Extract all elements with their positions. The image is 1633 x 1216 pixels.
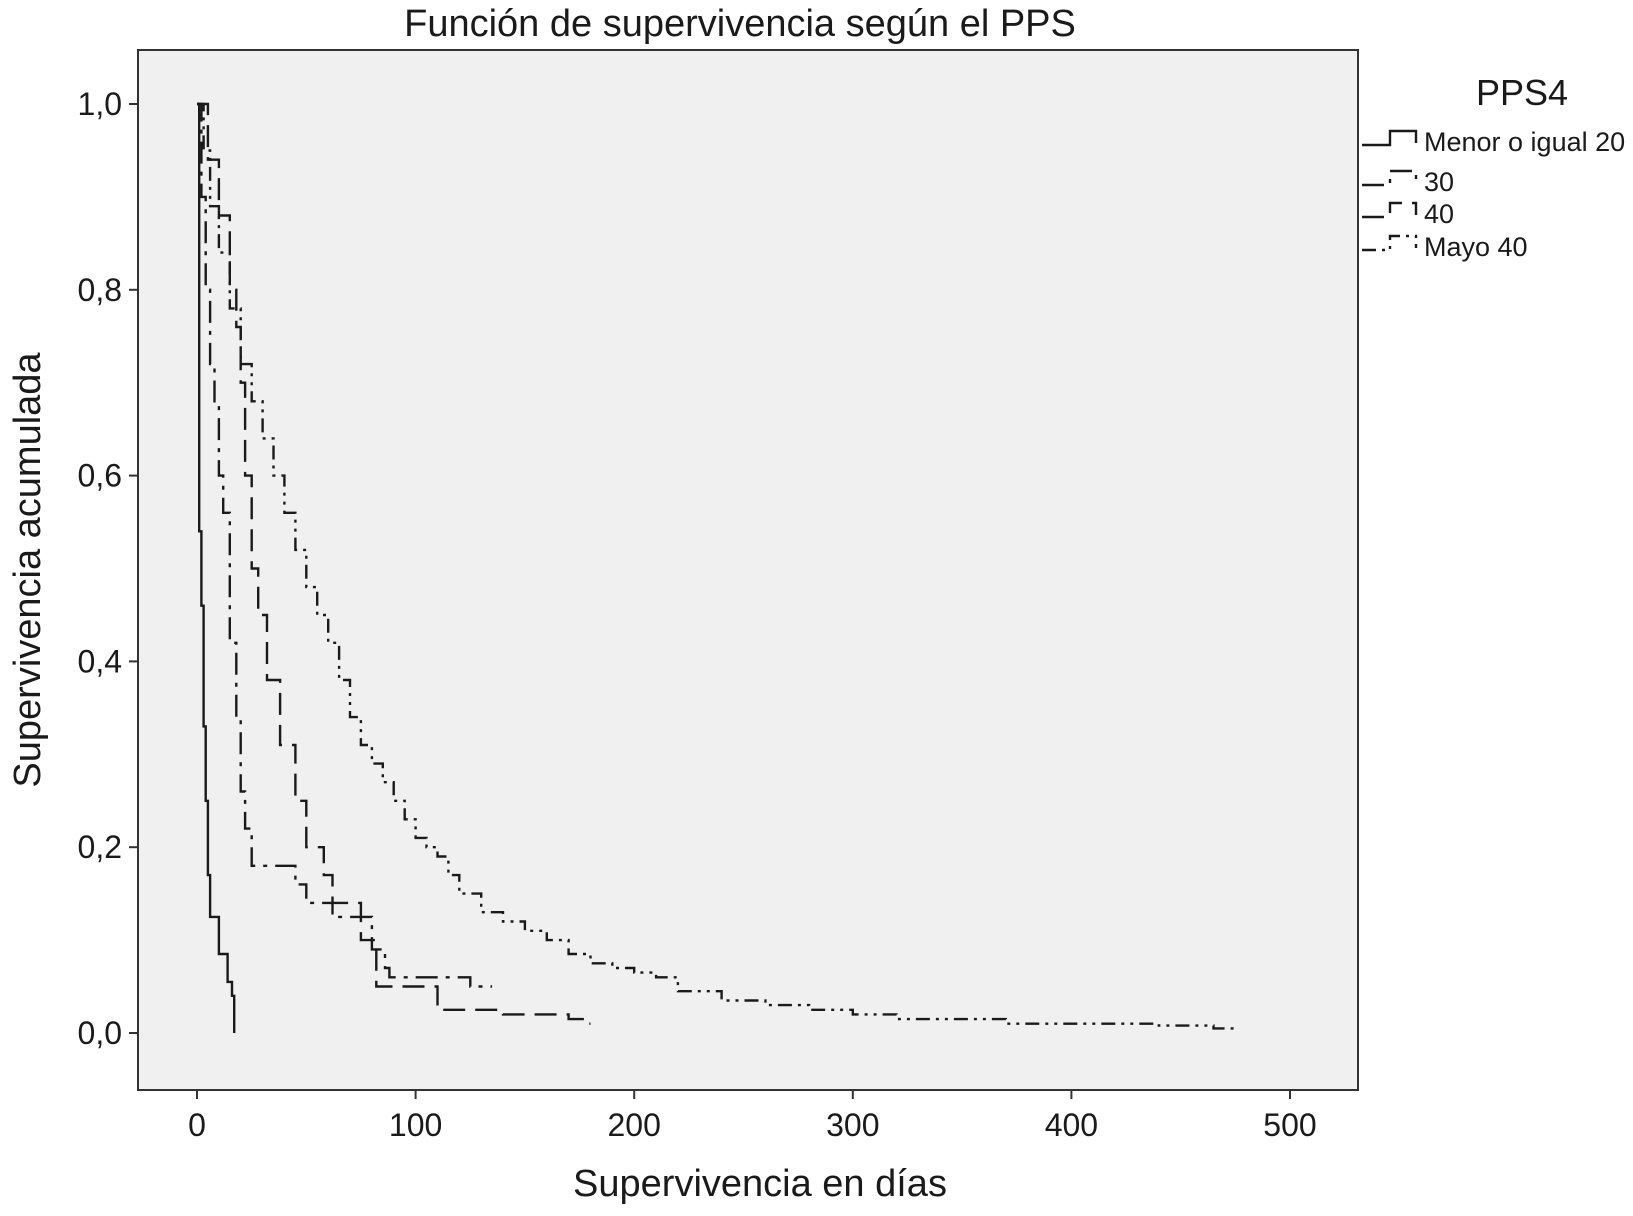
y-tick-label: 0,2 xyxy=(78,829,122,865)
series-line-3 xyxy=(197,102,591,1025)
y-axis: 0,0 0,2 0,4 0,6 0,8 1,0 xyxy=(78,86,138,1051)
legend-label-4: Mayo 40 xyxy=(1424,232,1528,262)
y-tick-label: 1,0 xyxy=(78,86,122,122)
plot-area xyxy=(137,49,1359,1091)
x-axis: 0 100 200 300 400 500 xyxy=(188,1090,1317,1143)
legend-label-2: 30 xyxy=(1424,167,1454,197)
y-tick-label: 0,8 xyxy=(78,272,122,308)
legend-swatch-1 xyxy=(1362,129,1418,147)
legend-swatch-4 xyxy=(1362,234,1418,252)
series-layer xyxy=(197,102,1236,1033)
x-axis-label: Supervivencia en días xyxy=(573,1163,947,1205)
legend-title: PPS4 xyxy=(1476,72,1568,113)
x-tick-label: 500 xyxy=(1263,1107,1316,1143)
legend-label-3: 40 xyxy=(1424,199,1454,229)
y-tick-label: 0,4 xyxy=(78,643,122,679)
legend-label-1: Menor o igual 20 xyxy=(1424,127,1625,157)
series-line-2 xyxy=(197,102,493,988)
legend-swatch-2 xyxy=(1362,169,1418,187)
y-tick-label: 0,6 xyxy=(78,458,122,494)
y-tick-label: 0,0 xyxy=(78,1015,122,1051)
series-line-1 xyxy=(197,102,236,1033)
x-tick-label: 100 xyxy=(389,1107,442,1143)
x-tick-label: 0 xyxy=(188,1107,206,1143)
chart-title: Función de supervivencia según el PPS xyxy=(404,3,1076,45)
y-axis-label: Supervivencia acumulada xyxy=(7,352,49,788)
x-tick-label: 400 xyxy=(1045,1107,1098,1143)
x-tick-label: 300 xyxy=(826,1107,879,1143)
legend-swatch-3 xyxy=(1362,201,1418,219)
x-tick-label: 200 xyxy=(608,1107,661,1143)
